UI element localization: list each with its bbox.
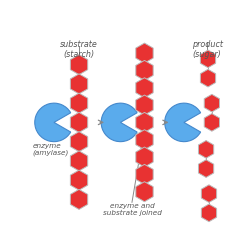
Polygon shape xyxy=(136,60,153,80)
Polygon shape xyxy=(70,151,88,171)
Polygon shape xyxy=(70,190,88,210)
Polygon shape xyxy=(200,50,216,68)
Polygon shape xyxy=(136,78,153,98)
Text: enzyme
(amylase): enzyme (amylase) xyxy=(33,142,69,156)
Polygon shape xyxy=(204,94,220,112)
Wedge shape xyxy=(101,103,137,142)
Polygon shape xyxy=(70,55,88,75)
Polygon shape xyxy=(136,130,153,150)
Polygon shape xyxy=(70,132,88,152)
Polygon shape xyxy=(136,95,153,115)
Polygon shape xyxy=(136,164,153,184)
Text: enzyme and
substrate joined: enzyme and substrate joined xyxy=(102,203,162,216)
Polygon shape xyxy=(198,140,214,158)
Polygon shape xyxy=(136,43,153,63)
Polygon shape xyxy=(200,69,216,87)
Polygon shape xyxy=(70,112,88,132)
Text: product
(sugar): product (sugar) xyxy=(192,40,222,59)
Polygon shape xyxy=(136,112,153,132)
Wedge shape xyxy=(165,103,200,142)
Wedge shape xyxy=(35,103,71,142)
Text: substrate
(starch): substrate (starch) xyxy=(60,40,98,59)
Polygon shape xyxy=(70,170,88,190)
Polygon shape xyxy=(201,185,216,202)
Polygon shape xyxy=(198,160,214,178)
Polygon shape xyxy=(70,74,88,94)
Polygon shape xyxy=(70,93,88,113)
Polygon shape xyxy=(204,114,220,131)
Polygon shape xyxy=(136,147,153,167)
Polygon shape xyxy=(136,182,153,202)
Polygon shape xyxy=(201,204,216,222)
